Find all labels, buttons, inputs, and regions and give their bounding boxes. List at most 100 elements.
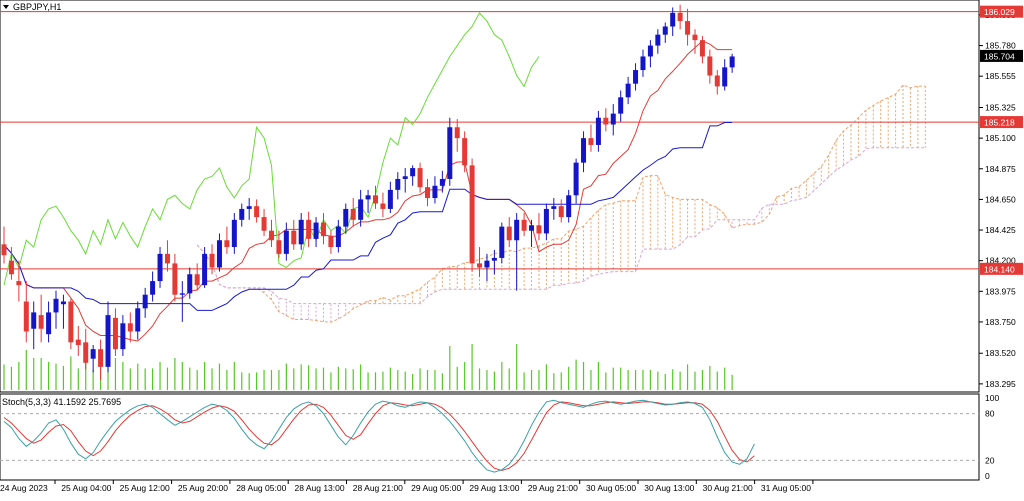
- candle[interactable]: [529, 219, 535, 248]
- candle[interactable]: [439, 170, 445, 193]
- candle[interactable]: [610, 104, 616, 136]
- candle[interactable]: [1, 226, 7, 264]
- triangle-down-icon[interactable]: [3, 5, 9, 9]
- candle[interactable]: [83, 328, 89, 370]
- candle[interactable]: [506, 217, 512, 248]
- candle[interactable]: [365, 189, 371, 214]
- candle[interactable]: [112, 308, 118, 356]
- candle[interactable]: [209, 244, 215, 275]
- candle[interactable]: [566, 189, 572, 223]
- candle[interactable]: [98, 339, 104, 381]
- candle[interactable]: [603, 108, 609, 132]
- candle[interactable]: [581, 131, 587, 173]
- candle[interactable]: [90, 345, 96, 373]
- candle[interactable]: [633, 63, 639, 91]
- candle[interactable]: [543, 203, 549, 241]
- candle[interactable]: [216, 233, 222, 272]
- candle[interactable]: [536, 213, 542, 241]
- candle[interactable]: [60, 294, 66, 329]
- candle[interactable]: [707, 49, 713, 84]
- candle[interactable]: [447, 117, 453, 186]
- candle[interactable]: [514, 213, 520, 291]
- candle[interactable]: [662, 22, 668, 43]
- candle[interactable]: [670, 7, 676, 37]
- candle[interactable]: [722, 59, 728, 91]
- candle[interactable]: [358, 189, 364, 227]
- candle[interactable]: [343, 203, 349, 234]
- candle[interactable]: [268, 219, 274, 248]
- candle[interactable]: [350, 198, 356, 227]
- candle[interactable]: [16, 260, 22, 302]
- candle[interactable]: [135, 301, 141, 340]
- candle[interactable]: [276, 230, 282, 258]
- candle[interactable]: [23, 281, 29, 343]
- candle[interactable]: [692, 29, 698, 54]
- candle[interactable]: [320, 213, 326, 245]
- candle[interactable]: [53, 290, 59, 329]
- candle[interactable]: [150, 271, 156, 302]
- candle[interactable]: [618, 90, 624, 122]
- candle[interactable]: [677, 4, 683, 30]
- candle[interactable]: [298, 213, 304, 250]
- candle[interactable]: [46, 301, 52, 343]
- candle[interactable]: [164, 240, 170, 272]
- candle[interactable]: [194, 263, 200, 291]
- candle[interactable]: [469, 158, 475, 272]
- candle[interactable]: [179, 281, 185, 322]
- candle[interactable]: [8, 247, 14, 280]
- candle[interactable]: [224, 226, 230, 254]
- candle[interactable]: [491, 249, 497, 275]
- candle[interactable]: [306, 211, 312, 248]
- candle[interactable]: [588, 124, 594, 152]
- candle[interactable]: [558, 199, 564, 223]
- candle[interactable]: [551, 198, 557, 220]
- candle[interactable]: [699, 36, 705, 64]
- candle[interactable]: [640, 49, 646, 77]
- candle[interactable]: [417, 162, 423, 193]
- candle[interactable]: [655, 29, 661, 54]
- candle[interactable]: [499, 222, 505, 264]
- candle[interactable]: [328, 230, 334, 254]
- symbol-label[interactable]: GBPJPY,H1: [13, 2, 61, 12]
- candle[interactable]: [142, 287, 148, 318]
- candle[interactable]: [68, 298, 74, 350]
- candle[interactable]: [283, 222, 289, 261]
- candle[interactable]: [172, 253, 178, 302]
- candle[interactable]: [625, 76, 631, 105]
- candle[interactable]: [462, 131, 468, 173]
- candle[interactable]: [127, 312, 133, 343]
- candle[interactable]: [231, 213, 237, 254]
- candle[interactable]: [120, 315, 126, 356]
- candle[interactable]: [38, 294, 44, 343]
- candle[interactable]: [410, 165, 416, 186]
- candle[interactable]: [714, 70, 720, 95]
- candle[interactable]: [402, 168, 408, 193]
- candle[interactable]: [335, 219, 341, 253]
- candle[interactable]: [387, 181, 393, 214]
- candle[interactable]: [246, 198, 252, 220]
- candle[interactable]: [477, 247, 483, 278]
- candle[interactable]: [729, 53, 735, 73]
- candle[interactable]: [261, 208, 267, 237]
- candle[interactable]: [685, 8, 691, 46]
- candle[interactable]: [105, 301, 111, 373]
- candle[interactable]: [380, 192, 386, 218]
- candlesticks[interactable]: [1, 4, 735, 381]
- candle[interactable]: [202, 247, 208, 288]
- candle[interactable]: [75, 326, 81, 356]
- candle[interactable]: [595, 110, 601, 152]
- candle[interactable]: [187, 267, 193, 299]
- candle[interactable]: [432, 176, 438, 204]
- candle[interactable]: [239, 203, 245, 227]
- candle[interactable]: [521, 213, 527, 237]
- candle[interactable]: [31, 301, 37, 350]
- candle[interactable]: [254, 199, 260, 223]
- candle[interactable]: [647, 40, 653, 68]
- candle[interactable]: [573, 158, 579, 204]
- candle[interactable]: [157, 247, 163, 288]
- candle[interactable]: [454, 119, 460, 152]
- candle[interactable]: [395, 172, 401, 200]
- candle[interactable]: [373, 185, 378, 209]
